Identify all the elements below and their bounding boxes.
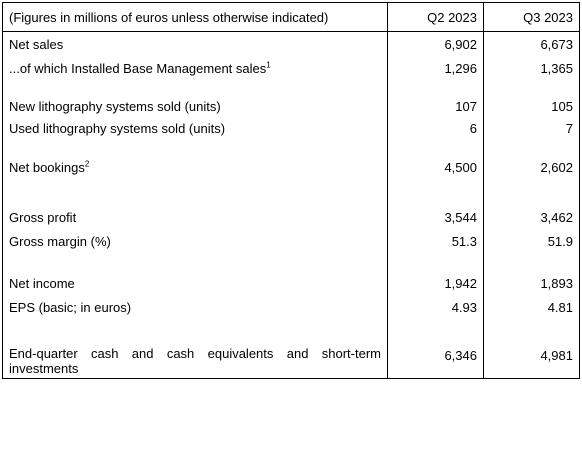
cell-q2-value: 6,346 — [387, 346, 484, 379]
header-q2-2023: Q2 2023 — [387, 2, 484, 32]
footnote-marker: 1 — [266, 60, 271, 70]
header-figures-note: (Figures in millions of euros unless oth… — [2, 2, 388, 32]
cell-q3-value: 3,462 — [483, 187, 580, 229]
cell-q3-value: 2,602 — [483, 140, 580, 187]
cell-q2-value: 51.3 — [387, 229, 484, 253]
row-label: Gross profit — [9, 210, 77, 225]
table-row-gross-margin: Gross margin (%) 51.3 51.9 — [3, 229, 580, 253]
row-label: Gross margin (%) — [9, 233, 111, 249]
cell-q3-value: 1,893 — [483, 253, 580, 295]
table-row-installed-base-sales: ...of which Installed Base Management sa… — [3, 56, 580, 80]
cell-q2-value: 4,500 — [387, 140, 484, 187]
cell-q2-value: 3,544 — [387, 187, 484, 229]
footnote-marker: 2 — [84, 159, 90, 169]
cell-q2-value: 1,296 — [387, 56, 484, 80]
table-row-new-systems-sold: New lithography systems sold (units) 107… — [3, 80, 580, 116]
row-label: Net bookings — [9, 160, 85, 175]
row-label: Net sales — [9, 36, 64, 52]
row-label: End-quarter cash and cash equivalents an… — [9, 346, 381, 376]
cell-q3-value: 4,981 — [483, 346, 580, 379]
cell-q2-value: 6 — [387, 116, 484, 140]
table-spacer-row — [3, 319, 580, 346]
cell-q3-value: 51.9 — [483, 229, 580, 253]
cell-q3-value: 105 — [483, 80, 580, 116]
row-label: Net income — [9, 276, 75, 291]
cell-q3-value: 4.81 — [483, 295, 580, 319]
table-header-row: (Figures in millions of euros unless oth… — [2, 2, 580, 32]
cell-q2-value: 1,942 — [387, 253, 484, 295]
row-label: ...of which Installed Base Management sa… — [9, 60, 267, 76]
table-row-gross-profit: Gross profit 3,544 3,462 — [3, 187, 580, 229]
row-label: Used lithography systems sold (units) — [9, 120, 226, 136]
table-row-net-income: Net income 1,942 1,893 — [3, 253, 580, 295]
financial-summary-table: (Figures in millions of euros unless oth… — [2, 2, 580, 379]
cell-q2-value: 4.93 — [387, 295, 484, 319]
row-label: EPS (basic; in euros) — [9, 299, 132, 315]
cell-q3-value: 1,365 — [483, 56, 580, 80]
table-row-used-systems-sold: Used lithography systems sold (units) 6 … — [3, 116, 580, 140]
row-label: New lithography systems sold (units) — [9, 99, 221, 114]
table-row-eps: EPS (basic; in euros) 4.93 4.81 — [3, 295, 580, 319]
header-q3-2023: Q3 2023 — [483, 2, 580, 32]
cell-q3-value: 7 — [483, 116, 580, 140]
table-row-end-quarter-cash: End-quarter cash and cash equivalents an… — [3, 346, 580, 379]
table-row-net-sales: Net sales 6,902 6,673 — [3, 31, 580, 56]
cell-q3-value: 6,673 — [483, 31, 580, 56]
table-row-net-bookings: Net bookings2 4,500 2,602 — [3, 140, 580, 187]
cell-q2-value: 107 — [387, 80, 484, 116]
cell-q2-value: 6,902 — [387, 31, 484, 56]
